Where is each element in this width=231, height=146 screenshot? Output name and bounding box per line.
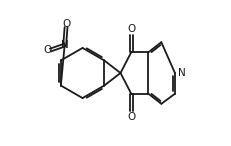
Text: N: N bbox=[178, 68, 186, 78]
Text: N: N bbox=[61, 40, 69, 50]
Text: O: O bbox=[62, 19, 70, 29]
Text: O: O bbox=[43, 45, 51, 55]
Text: O: O bbox=[127, 24, 135, 34]
Text: O: O bbox=[127, 112, 135, 122]
